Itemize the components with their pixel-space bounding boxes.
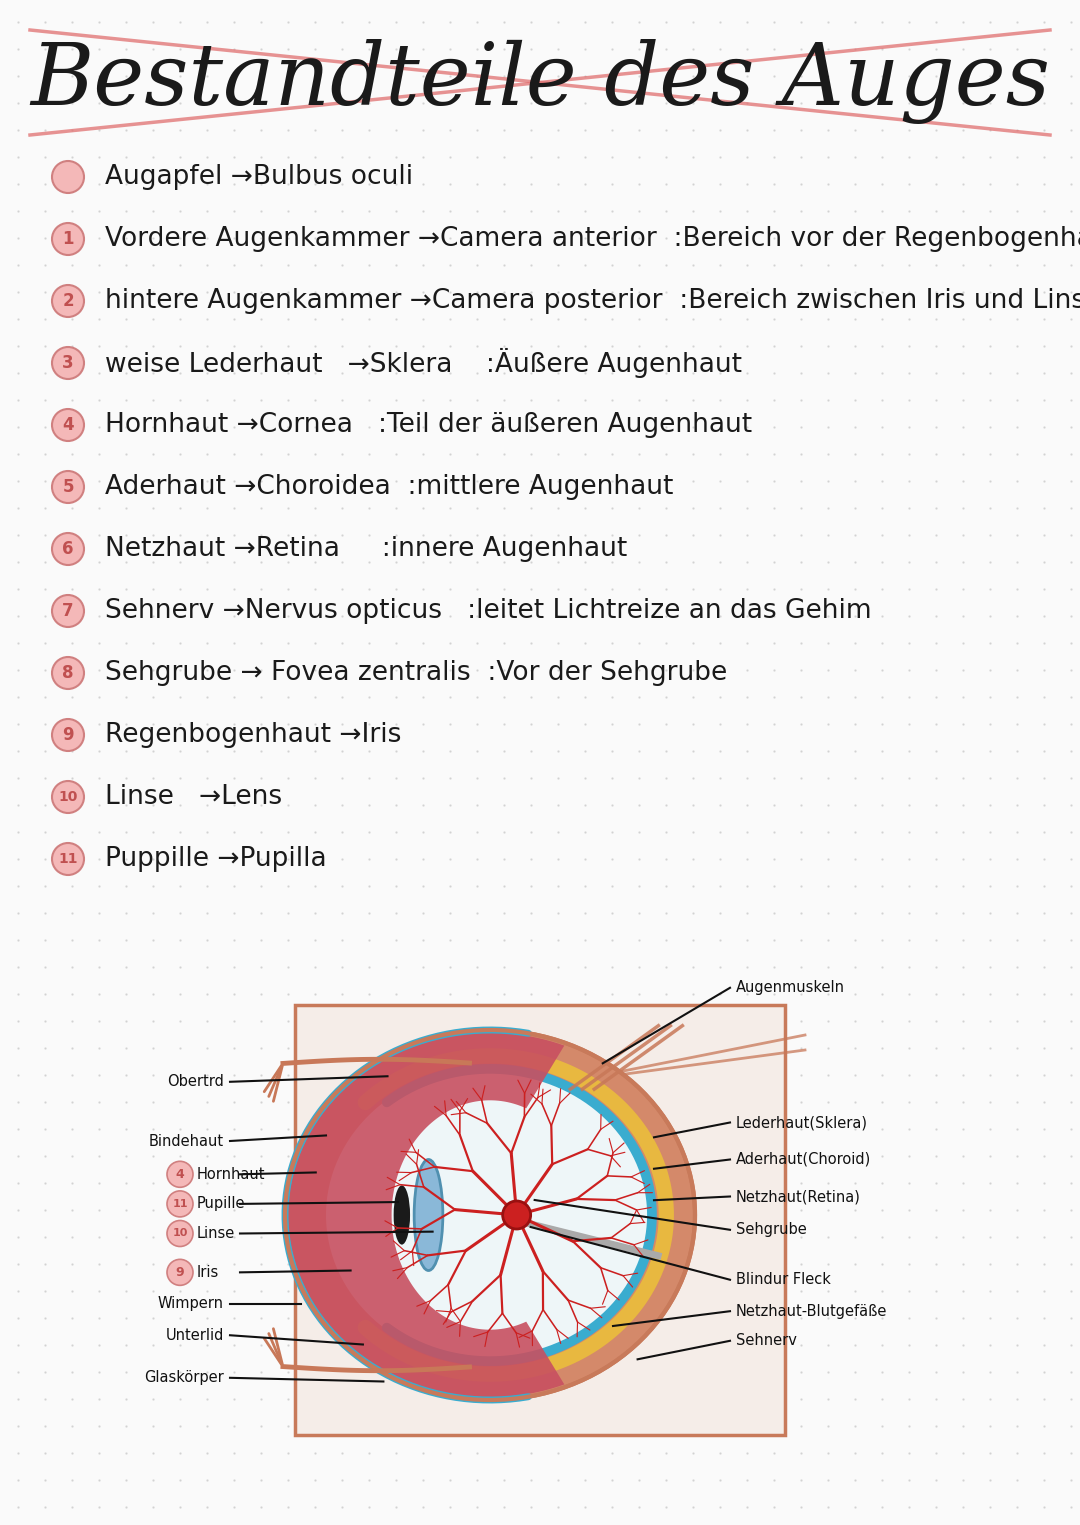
Text: 1: 1 bbox=[63, 230, 73, 249]
Ellipse shape bbox=[326, 1068, 654, 1363]
Circle shape bbox=[167, 1191, 193, 1217]
FancyBboxPatch shape bbox=[295, 1005, 785, 1435]
Text: Aderhaut(Choroid): Aderhaut(Choroid) bbox=[735, 1151, 872, 1167]
Text: Sehgrube: Sehgrube bbox=[735, 1223, 807, 1237]
Circle shape bbox=[52, 471, 84, 503]
Circle shape bbox=[502, 1202, 530, 1229]
Text: 4: 4 bbox=[176, 1168, 185, 1180]
Circle shape bbox=[52, 843, 84, 875]
Text: 9: 9 bbox=[63, 726, 73, 744]
Polygon shape bbox=[288, 1032, 565, 1397]
Text: Iris: Iris bbox=[197, 1264, 219, 1279]
Text: 7: 7 bbox=[63, 602, 73, 621]
Text: Netzhaut-Blutgefäße: Netzhaut-Blutgefäße bbox=[735, 1304, 888, 1319]
Text: Lederhaut(Sklera): Lederhaut(Sklera) bbox=[735, 1115, 868, 1130]
Text: Glaskörper: Glaskörper bbox=[145, 1371, 224, 1385]
Circle shape bbox=[52, 409, 84, 441]
Text: 6: 6 bbox=[63, 540, 73, 558]
Text: Puppille →Pupilla: Puppille →Pupilla bbox=[105, 846, 326, 872]
Text: 10: 10 bbox=[58, 790, 78, 804]
Text: 2: 2 bbox=[63, 291, 73, 310]
Text: Augenmuskeln: Augenmuskeln bbox=[735, 981, 845, 996]
Text: Sehnerv: Sehnerv bbox=[735, 1333, 797, 1348]
Circle shape bbox=[167, 1162, 193, 1188]
Text: Sehgrube → Fovea zentralis  :Vor der Sehgrube: Sehgrube → Fovea zentralis :Vor der Sehg… bbox=[105, 660, 727, 686]
Text: 9: 9 bbox=[176, 1266, 185, 1279]
Text: 5: 5 bbox=[63, 477, 73, 496]
Text: Netzhaut →Retina     :innere Augenhaut: Netzhaut →Retina :innere Augenhaut bbox=[105, 535, 627, 563]
Circle shape bbox=[52, 348, 84, 380]
Text: Aderhaut →Choroidea  :mittlere Augenhaut: Aderhaut →Choroidea :mittlere Augenhaut bbox=[105, 474, 673, 500]
Text: 10: 10 bbox=[173, 1229, 188, 1238]
Ellipse shape bbox=[285, 1029, 696, 1400]
Ellipse shape bbox=[393, 1185, 410, 1244]
Circle shape bbox=[52, 781, 84, 813]
Text: Linse   →Lens: Linse →Lens bbox=[105, 784, 282, 810]
Text: weise Lederhaut   →Sklera    :Äußere Augenhaut: weise Lederhaut →Sklera :Äußere Augenhau… bbox=[105, 348, 742, 378]
Text: Vordere Augenkammer →Camera anterior  :Bereich vor der Regenbogenhaut (Iris): Vordere Augenkammer →Camera anterior :Be… bbox=[105, 226, 1080, 252]
Text: Linse: Linse bbox=[197, 1226, 235, 1241]
Text: 11: 11 bbox=[172, 1199, 188, 1209]
Text: Regenbogenhaut →Iris: Regenbogenhaut →Iris bbox=[105, 721, 402, 747]
Text: Bestandteile des Auges: Bestandteile des Auges bbox=[30, 40, 1050, 125]
Text: hintere Augenkammer →Camera posterior  :Bereich zwischen Iris und Linse: hintere Augenkammer →Camera posterior :B… bbox=[105, 288, 1080, 314]
Circle shape bbox=[52, 285, 84, 317]
Text: Sehnerv →Nervus opticus   :leitet Lichtreize an das Gehim: Sehnerv →Nervus opticus :leitet Lichtrei… bbox=[105, 598, 872, 624]
Text: 11: 11 bbox=[58, 852, 78, 866]
Circle shape bbox=[167, 1220, 193, 1246]
Circle shape bbox=[52, 534, 84, 564]
Text: 4: 4 bbox=[63, 416, 73, 435]
Text: Hornhaut: Hornhaut bbox=[197, 1167, 266, 1182]
Circle shape bbox=[52, 223, 84, 255]
Text: Pupille: Pupille bbox=[197, 1197, 245, 1211]
Text: Bindehaut: Bindehaut bbox=[149, 1133, 224, 1148]
Circle shape bbox=[52, 595, 84, 627]
Circle shape bbox=[52, 718, 84, 750]
Text: Augapfel →Bulbus oculi: Augapfel →Bulbus oculi bbox=[105, 165, 414, 191]
Ellipse shape bbox=[414, 1159, 443, 1270]
Circle shape bbox=[52, 657, 84, 689]
Text: 8: 8 bbox=[63, 663, 73, 682]
Text: Unterlid: Unterlid bbox=[165, 1328, 224, 1342]
Circle shape bbox=[52, 162, 84, 194]
Circle shape bbox=[167, 1260, 193, 1286]
Text: Hornhaut →Cornea   :Teil der äußeren Augenhaut: Hornhaut →Cornea :Teil der äußeren Augen… bbox=[105, 412, 752, 438]
Text: 3: 3 bbox=[63, 354, 73, 372]
Text: Wimpern: Wimpern bbox=[158, 1296, 224, 1312]
Text: Blindur Fleck: Blindur Fleck bbox=[735, 1272, 831, 1287]
Text: Obertrd: Obertrd bbox=[167, 1074, 224, 1089]
Text: Netzhaut(Retina): Netzhaut(Retina) bbox=[735, 1190, 861, 1205]
